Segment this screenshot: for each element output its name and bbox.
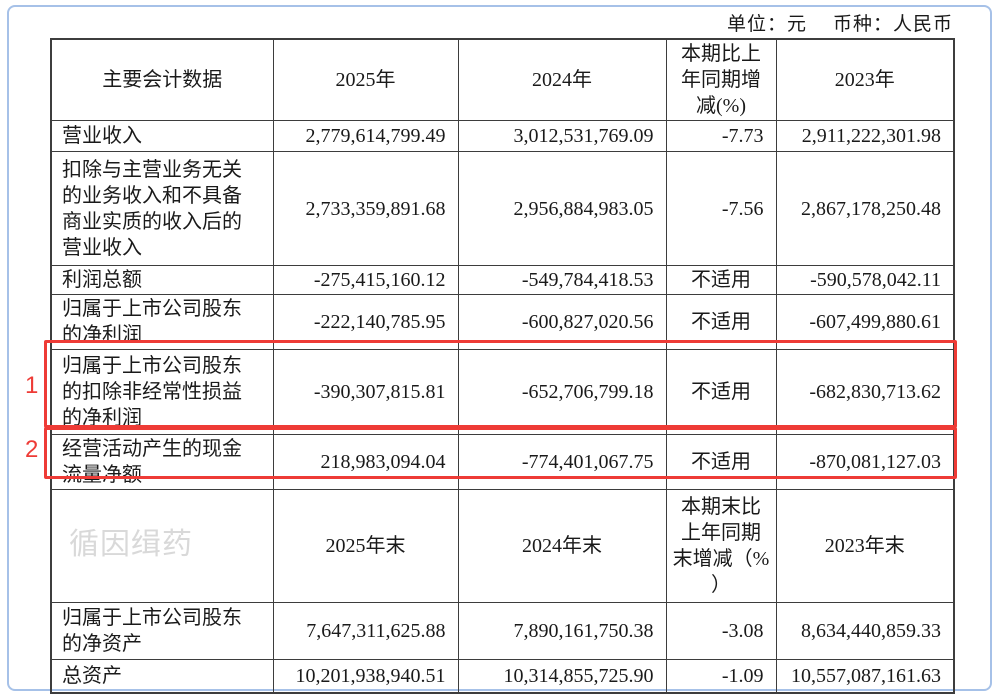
- value-2025-cell: -222,140,785.95: [272, 294, 459, 350]
- annotation-marker-1: 1: [25, 372, 39, 399]
- value-2024-cell: 3,012,531,769.09: [457, 120, 667, 152]
- column-header-2024-end: 2024年末: [457, 489, 667, 603]
- change-cell: 不适用: [665, 434, 777, 490]
- table-row-net-profit: 归属于上市公司股东的净利润 -222,140,785.95 -600,827,0…: [50, 294, 955, 350]
- column-header-2023: 2023年: [775, 38, 955, 121]
- row-label-cell: 利润总额: [50, 265, 274, 295]
- value-2024-cell: -549,784,418.53: [457, 265, 667, 295]
- table-row-total-assets: 总资产 10,201,938,940.51 10,314,855,725.90 …: [50, 659, 955, 694]
- value-2023-cell: -590,578,042.11: [775, 265, 955, 295]
- value-2024-cell: 10,314,855,725.90: [457, 659, 667, 694]
- column-header-metric: 主要会计数据: [50, 38, 274, 121]
- change-cell: -3.08: [665, 602, 777, 660]
- change-cell: 不适用: [665, 294, 777, 350]
- table-row-operating-cash-flow: 经营活动产生的现金流量净额 218,983,094.04 -774,401,06…: [50, 434, 955, 490]
- change-cell: -1.09: [665, 659, 777, 694]
- column-header-2025-end: 2025年末: [272, 489, 459, 603]
- change-cell: -7.73: [665, 120, 777, 152]
- value-2024-cell: 7,890,161,750.38: [457, 602, 667, 660]
- table-row-net-profit-excl-nonrecurring: 归属于上市公司股东的扣除非经常性损益的净利润 -390,307,815.81 -…: [50, 349, 955, 435]
- currency-label: 币种：人民币: [832, 14, 953, 35]
- value-2023-cell: 8,634,440,859.33: [775, 602, 955, 660]
- unit-label: 单位：元: [726, 14, 807, 35]
- column-header-2023-end: 2023年末: [775, 489, 955, 603]
- value-2024-cell: -652,706,799.18: [457, 349, 667, 435]
- value-2024-cell: -600,827,020.56: [457, 294, 667, 350]
- watermark-text: 循因缉药: [69, 527, 193, 561]
- change-cell: 不适用: [665, 349, 777, 435]
- row-label-cell: 经营活动产生的现金流量净额: [50, 434, 274, 490]
- table-row-adjusted-revenue: 扣除与主营业务无关的业务收入和不具备商业实质的收入后的营业收入 2,733,35…: [50, 151, 955, 266]
- value-2025-cell: 10,201,938,940.51: [272, 659, 459, 694]
- value-2023-cell: 2,867,178,250.48: [775, 151, 955, 266]
- change-cell: -7.56: [665, 151, 777, 266]
- financial-summary-table: 主要会计数据 2025年 2024年 本期比上年同期增减(%) 2023年 营业…: [50, 38, 955, 694]
- row-label-cell: 归属于上市公司股东的净资产: [50, 602, 274, 660]
- value-2023-cell: 2,911,222,301.98: [775, 120, 955, 152]
- table-row-net-assets: 归属于上市公司股东的净资产 7,647,311,625.88 7,890,161…: [50, 602, 955, 660]
- value-2023-cell: -682,830,713.62: [775, 349, 955, 435]
- value-2023-cell: -870,081,127.03: [775, 434, 955, 490]
- row-label-cell: 总资产: [50, 659, 274, 694]
- unit-currency-line: 单位：元 币种：人民币: [50, 9, 953, 36]
- column-header-2024: 2024年: [457, 38, 667, 121]
- table-header-row-2: 循因缉药 2025年末 2024年末 本期末比上年同期末增减（%） 2023年末: [50, 489, 955, 603]
- row-label-cell: 扣除与主营业务无关的业务收入和不具备商业实质的收入后的营业收入: [50, 151, 274, 266]
- watermark-cell: 循因缉药: [50, 489, 274, 603]
- table-header-row-1: 主要会计数据 2025年 2024年 本期比上年同期增减(%) 2023年: [50, 38, 955, 121]
- table-row-operating-revenue: 营业收入 2,779,614,799.49 3,012,531,769.09 -…: [50, 120, 955, 152]
- row-label-cell: 归属于上市公司股东的扣除非经常性损益的净利润: [50, 349, 274, 435]
- value-2025-cell: 218,983,094.04: [272, 434, 459, 490]
- table-row-total-profit: 利润总额 -275,415,160.12 -549,784,418.53 不适用…: [50, 265, 955, 295]
- value-2024-cell: -774,401,067.75: [457, 434, 667, 490]
- value-2023-cell: -607,499,880.61: [775, 294, 955, 350]
- column-header-2025: 2025年: [272, 38, 459, 121]
- value-2024-cell: 2,956,884,983.05: [457, 151, 667, 266]
- change-cell: 不适用: [665, 265, 777, 295]
- annotation-marker-2: 2: [25, 436, 39, 463]
- value-2025-cell: 2,779,614,799.49: [272, 120, 459, 152]
- value-2023-cell: 10,557,087,161.63: [775, 659, 955, 694]
- column-header-change: 本期比上年同期增减(%): [665, 38, 777, 121]
- row-label-cell: 营业收入: [50, 120, 274, 152]
- value-2025-cell: -275,415,160.12: [272, 265, 459, 295]
- value-2025-cell: 2,733,359,891.68: [272, 151, 459, 266]
- value-2025-cell: -390,307,815.81: [272, 349, 459, 435]
- value-2025-cell: 7,647,311,625.88: [272, 602, 459, 660]
- row-label-cell: 归属于上市公司股东的净利润: [50, 294, 274, 350]
- column-header-end-change: 本期末比上年同期末增减（%）: [665, 489, 777, 603]
